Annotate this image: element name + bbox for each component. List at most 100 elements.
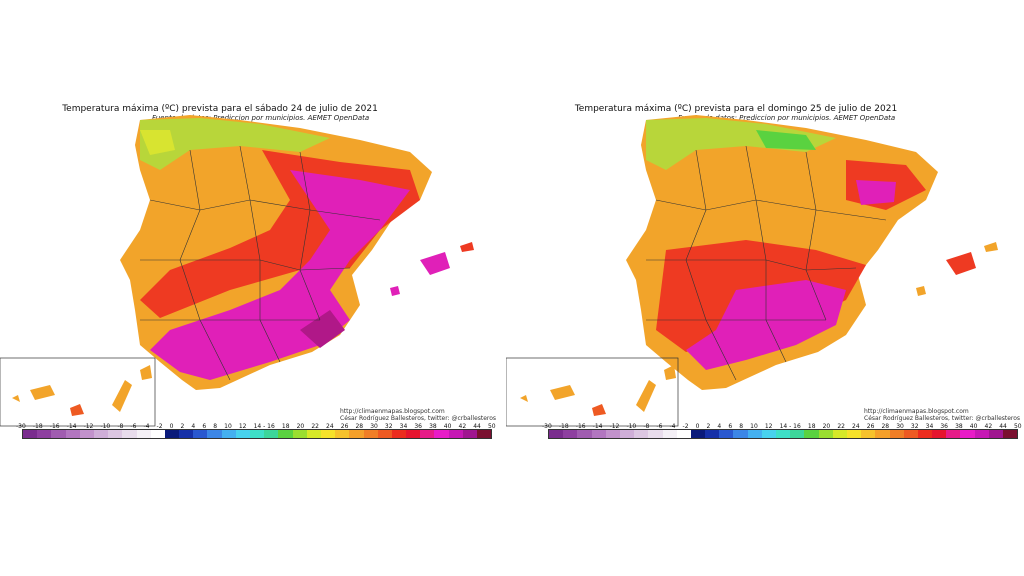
- legend-swatch: [946, 430, 961, 438]
- legend-swatch: [235, 430, 250, 438]
- legend-tick-label: 44: [999, 423, 1007, 430]
- legend-tick-label: -6: [656, 423, 663, 430]
- legend-tick-label: 38: [429, 423, 437, 430]
- legend-swatch: [818, 430, 833, 438]
- legend-tick-label: -2: [682, 423, 689, 430]
- legend-swatch: [776, 430, 791, 438]
- credit-author: César Rodríguez Ballesteros, twitter: @c…: [340, 415, 497, 422]
- legend-tick-label: -18: [32, 423, 43, 430]
- legend-swatch: [335, 430, 350, 438]
- extreme-heat-zone: [150, 170, 410, 380]
- legend-tick-label: 22: [311, 423, 319, 430]
- legend-tick-label: -18: [558, 423, 569, 430]
- legend-tick-label: 38: [955, 423, 963, 430]
- legend-tick-label: 2: [706, 423, 711, 430]
- map-title: Temperatura máxima (ºC) prevista para el…: [62, 104, 378, 114]
- legend-tick-label: 6: [202, 423, 207, 430]
- legend-tick-label: 40: [969, 423, 978, 430]
- legend-tick-label: 8: [213, 423, 218, 430]
- legend-swatch: [37, 430, 52, 438]
- legend-swatch: [420, 430, 435, 438]
- data-source-note: Fuente de datos: Prediccion por municipi…: [152, 114, 370, 122]
- legend-swatch: [320, 430, 336, 438]
- legend-swatch: [662, 430, 677, 438]
- legend-tick-label: 14 - 16: [253, 423, 275, 430]
- legend-swatch: [719, 430, 734, 438]
- legend-swatch: [306, 430, 321, 438]
- legend-swatch: [462, 430, 477, 438]
- legend-tick-label: 24: [852, 423, 860, 430]
- legend-swatch: [903, 430, 918, 438]
- legend-swatch: [605, 430, 620, 438]
- legend-tick-label: -2: [156, 423, 163, 430]
- legend-swatch: [761, 430, 776, 438]
- legend-tick-label: 20: [296, 423, 305, 430]
- credit-author: César Rodríguez Ballesteros, twitter: @c…: [864, 415, 1021, 422]
- legend-swatch: [846, 430, 862, 438]
- legend-tick-label: 8: [739, 423, 744, 430]
- legend-tick-label: 50: [1013, 423, 1022, 430]
- data-source-note: Fuente de datos: Prediccion por municipi…: [678, 114, 896, 122]
- legend-tick-label: 42: [984, 423, 993, 430]
- legend-swatch: [23, 430, 38, 438]
- legend-tick-label: -8: [643, 423, 650, 430]
- legend-swatch: [250, 430, 265, 438]
- legend-swatch: [193, 430, 208, 438]
- legend-tick-label: 36: [940, 423, 948, 430]
- legend-tick-label: 4: [717, 423, 722, 430]
- legend-tick-label: 42: [458, 423, 467, 430]
- legend-swatch: [292, 430, 307, 438]
- legend-tick-label: -10: [100, 423, 111, 430]
- legend-swatch: [278, 430, 293, 438]
- legend-tick-label: -16: [575, 423, 586, 430]
- legend-swatch: [861, 430, 876, 438]
- legend-swatch: [79, 430, 94, 438]
- legend-tick-label: 26: [866, 423, 875, 430]
- legend-swatch: [391, 430, 407, 438]
- legend-swatch: [619, 430, 635, 438]
- temperature-map: [0, 115, 474, 427]
- legend-swatch: [93, 430, 109, 438]
- legend-ticks: -30 -18 -16 -14 -12 -10 -8 -6 -4 -2 0 2 4 6 8 10 12 14 - …: [16, 423, 496, 430]
- forecast-map-sunday: Temperatura máxima (ºC) prevista para el…: [506, 90, 1024, 450]
- legend-swatch: [676, 430, 691, 438]
- legend-tick-label: 32: [384, 423, 393, 430]
- legend-tick-label: 32: [910, 423, 919, 430]
- legend-tick-label: -14: [592, 423, 603, 430]
- legend-swatch: [747, 430, 762, 438]
- legend-tick-label: -12: [83, 423, 94, 430]
- legend-tick-label: 30: [896, 423, 904, 430]
- legend-swatch: [549, 430, 564, 438]
- legend-swatch: [406, 430, 421, 438]
- legend-swatch: [448, 430, 463, 438]
- legend-tick-label: 36: [414, 423, 422, 430]
- legend-tick-label: -4: [669, 423, 676, 430]
- temperature-legend: [548, 429, 1018, 439]
- legend-tick-label: 20: [822, 423, 831, 430]
- legend-swatch: [563, 430, 578, 438]
- legend-swatch: [179, 430, 194, 438]
- legend-tick-label: 10: [224, 423, 232, 430]
- temperature-legend: [22, 429, 492, 439]
- legend-tick-label: 18: [807, 423, 816, 430]
- legend-swatch: [136, 430, 151, 438]
- balearic-islands: [420, 252, 450, 275]
- legend-tick-label: 10: [750, 423, 758, 430]
- legend-tick-label: -30: [542, 423, 552, 430]
- legend-tick-label: 50: [487, 423, 496, 430]
- legend-swatch: [349, 430, 364, 438]
- legend-tick-label: -6: [130, 423, 137, 430]
- legend-tick-label: -30: [16, 423, 26, 430]
- legend-swatch: [264, 430, 279, 438]
- legend-swatch: [889, 430, 904, 438]
- legend-tick-label: 4: [191, 423, 196, 430]
- legend-swatch: [804, 430, 819, 438]
- legend-swatch: [150, 430, 165, 438]
- credit-url: http://climaenmapas.blogspot.com: [340, 408, 445, 415]
- legend-tick-label: 30: [370, 423, 378, 430]
- legend-tick-label: -4: [143, 423, 150, 430]
- legend-swatch: [634, 430, 649, 438]
- legend-swatch: [705, 430, 720, 438]
- legend-swatch: [690, 430, 706, 438]
- temperature-map: [506, 115, 998, 427]
